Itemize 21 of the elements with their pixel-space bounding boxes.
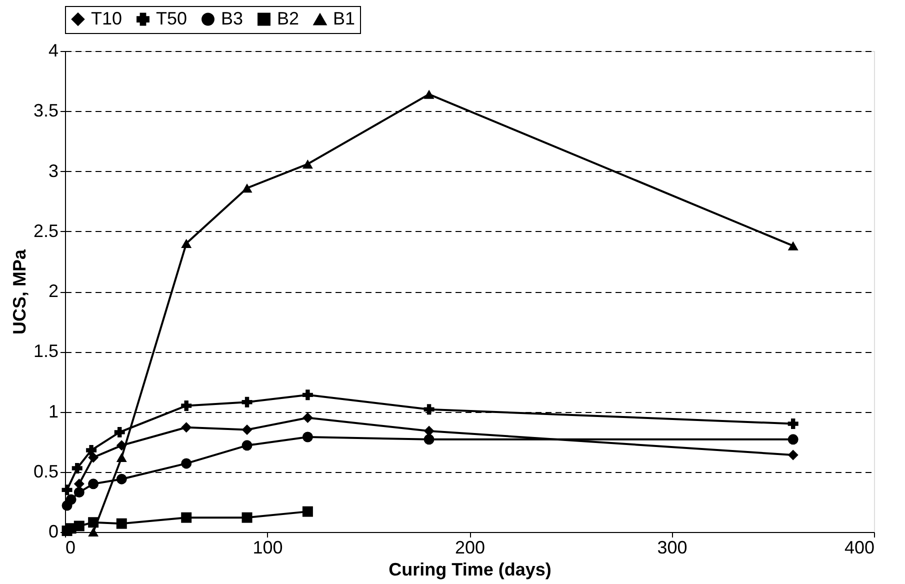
y-tick-label: 2 xyxy=(48,281,58,301)
y-tick-label: 3.5 xyxy=(33,100,58,121)
x-tick-label: 400 xyxy=(844,538,874,558)
x-tick-label: 100 xyxy=(252,538,283,558)
legend-label: B3 xyxy=(221,8,244,28)
y-tick-label: 4 xyxy=(48,40,58,60)
x-tick-label: 200 xyxy=(454,538,486,558)
y-tick-label: 1 xyxy=(48,401,58,422)
y-axis-title: UCS, MPa xyxy=(9,248,30,335)
x-tick-label: 300 xyxy=(657,538,688,558)
legend-label: B2 xyxy=(277,8,300,28)
x-tick-label: 0 xyxy=(66,538,76,558)
legend-label: T10 xyxy=(91,8,122,28)
x-axis-title: Curing Time (days) xyxy=(388,560,552,580)
y-tick-label: 0 xyxy=(48,522,58,542)
y-tick-label: 0.5 xyxy=(33,461,58,482)
y-tick-label: 1.5 xyxy=(33,341,58,362)
y-tick-label: 2.5 xyxy=(33,220,58,241)
legend-label: B1 xyxy=(333,8,356,28)
legend-label: T50 xyxy=(156,8,188,28)
y-tick-label: 3 xyxy=(48,160,58,181)
